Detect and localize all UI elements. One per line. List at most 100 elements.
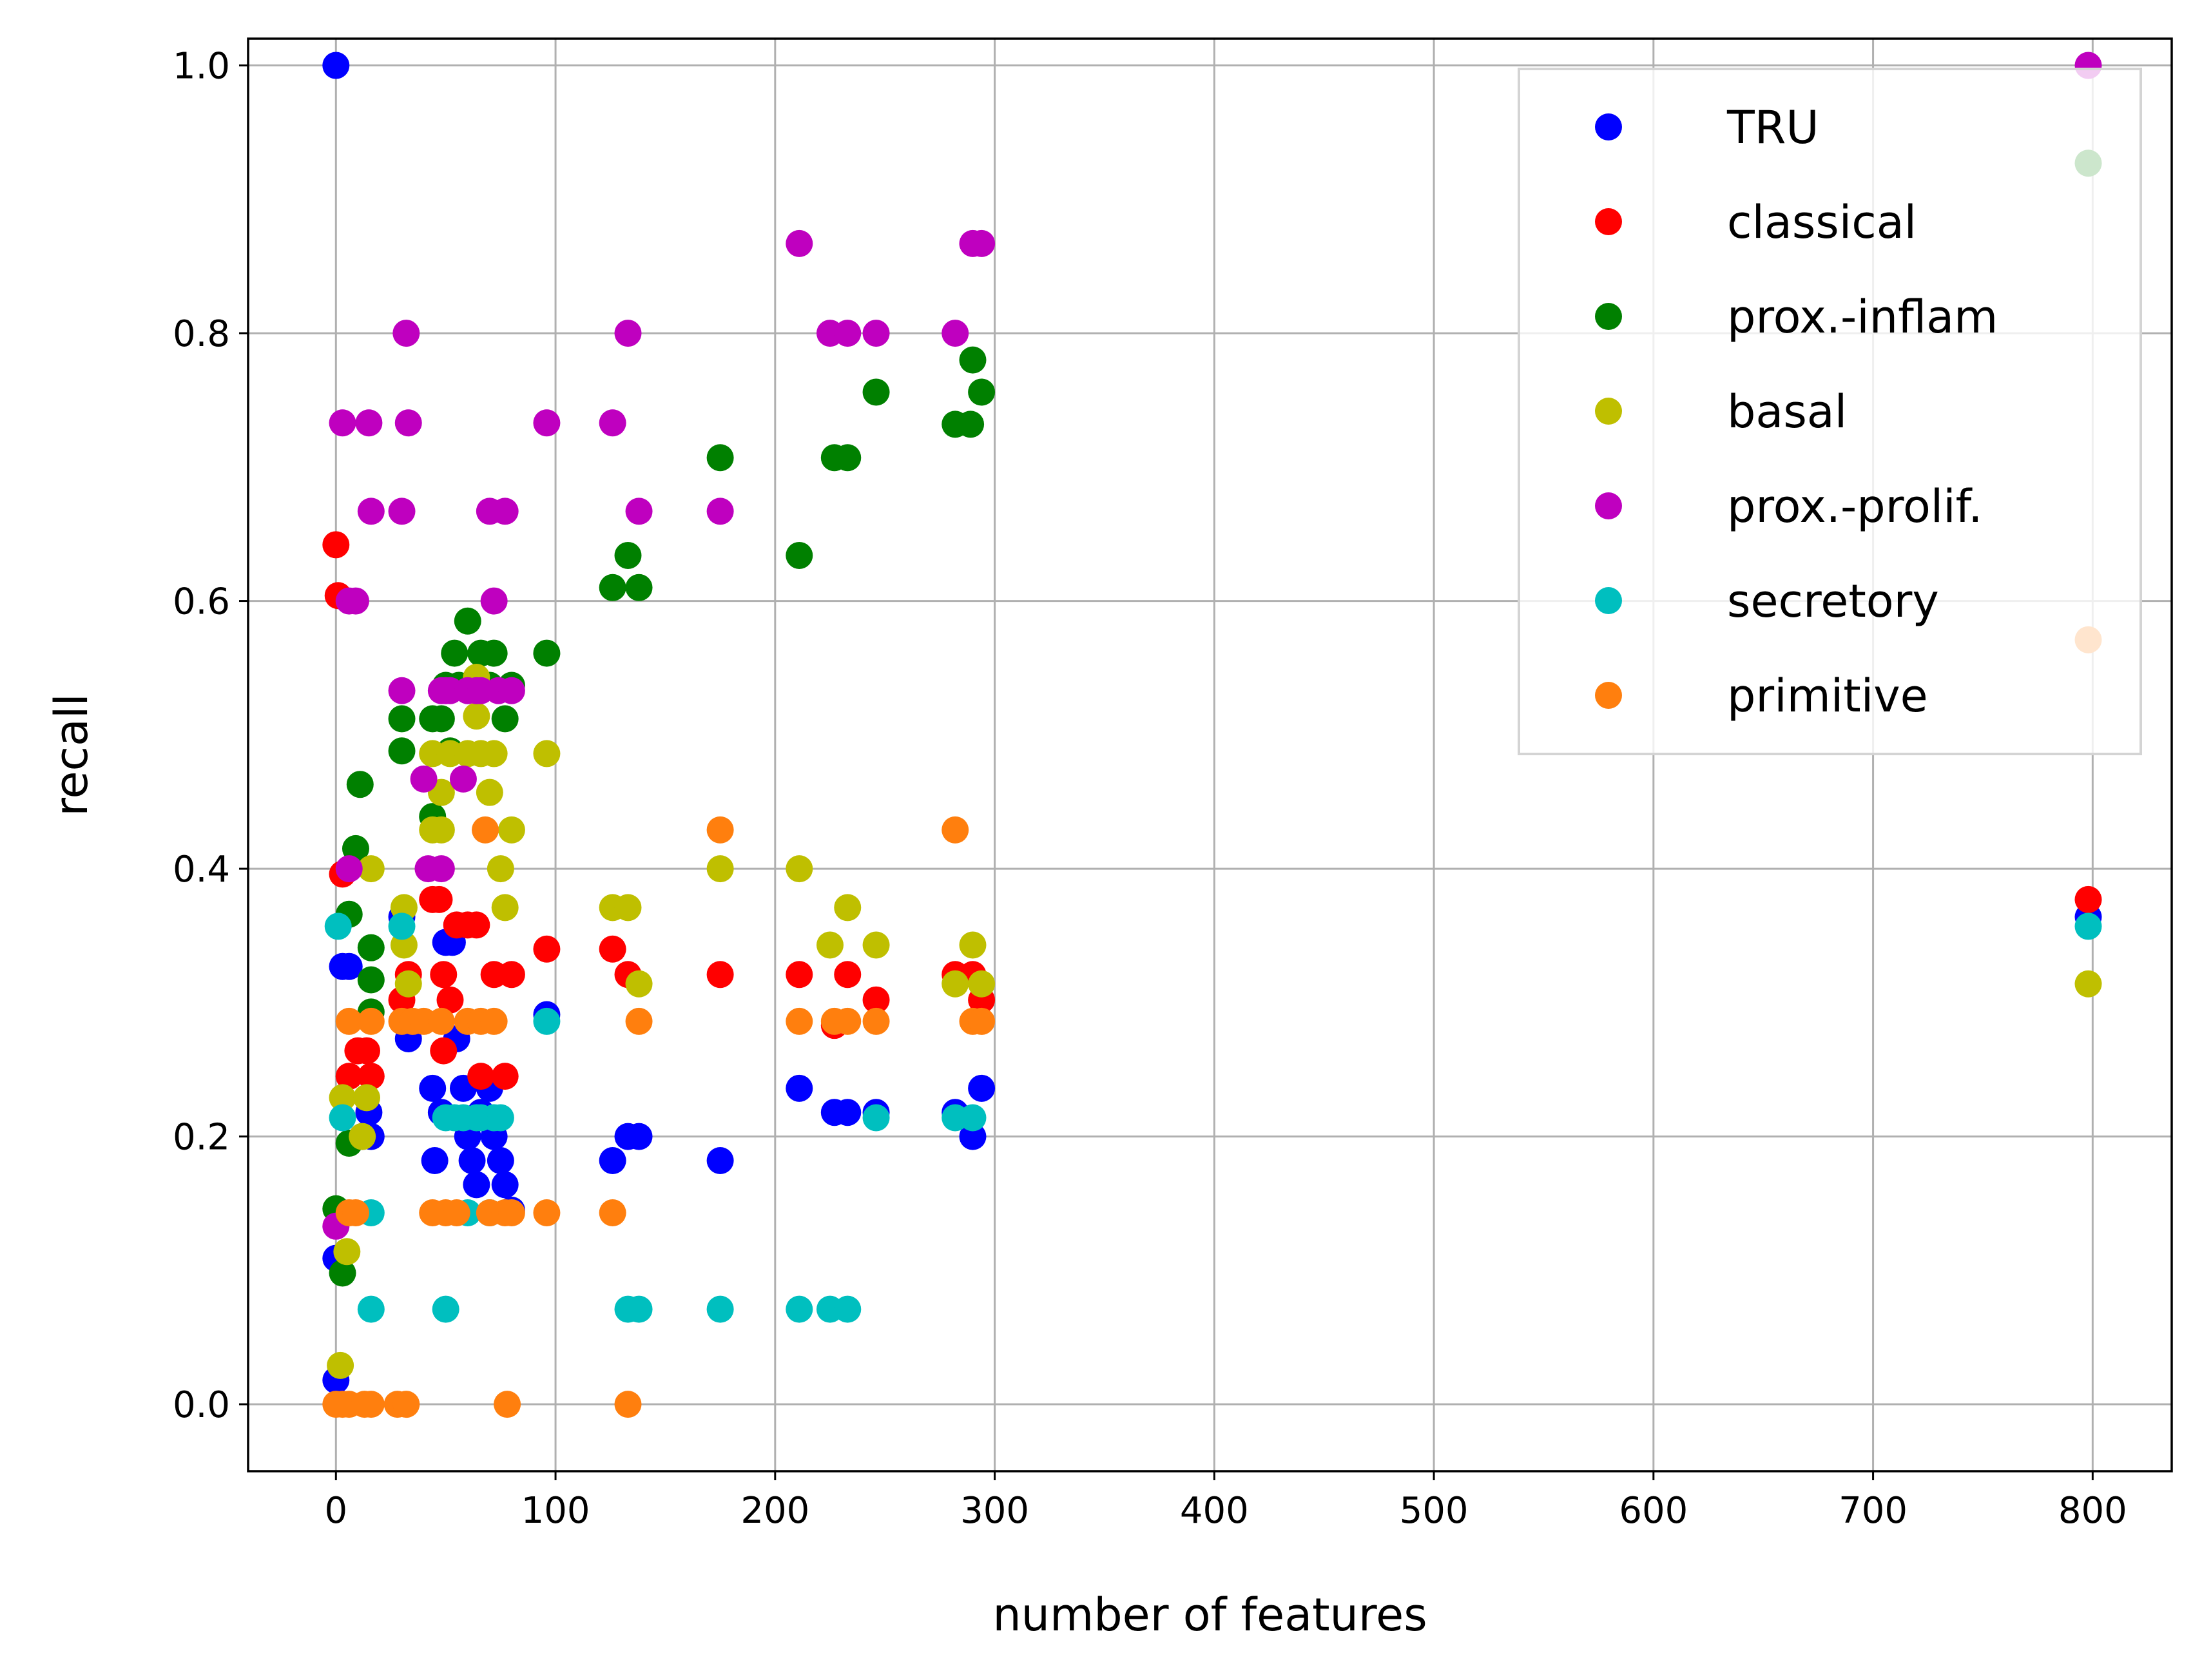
data-point	[357, 497, 385, 525]
data-point	[425, 885, 453, 913]
data-point	[2074, 912, 2102, 940]
data-point	[335, 1063, 363, 1090]
data-point	[463, 702, 490, 730]
legend-marker	[1595, 682, 1622, 709]
data-points	[322, 52, 2102, 1418]
data-point	[463, 1171, 490, 1199]
x-tick-label: 300	[960, 1490, 1029, 1532]
data-point	[476, 778, 503, 806]
data-point	[614, 894, 642, 922]
series-3-points	[327, 664, 2102, 1379]
legend-marker	[1595, 113, 1622, 140]
data-point	[335, 952, 363, 980]
data-point	[706, 961, 734, 989]
data-point	[427, 705, 455, 733]
data-point	[599, 935, 626, 963]
legend-marker	[1595, 492, 1622, 519]
data-point	[968, 1074, 996, 1102]
data-point	[533, 639, 561, 667]
data-point	[786, 229, 813, 257]
data-point	[625, 497, 653, 525]
x-axis-label: number of features	[992, 1588, 1427, 1641]
data-point	[786, 855, 813, 883]
data-point	[430, 961, 458, 989]
y-axis-label: recall	[45, 693, 98, 816]
data-point	[467, 1063, 495, 1090]
data-point	[533, 409, 561, 437]
data-point	[357, 1063, 385, 1090]
data-point	[625, 1123, 653, 1150]
legend-label: basal	[1727, 385, 1847, 438]
data-point	[834, 1295, 862, 1323]
data-point	[862, 378, 890, 406]
legend-entries: TRU classical prox.-inflam basal prox.-proli…	[1595, 101, 1998, 722]
data-point	[355, 409, 383, 437]
y-tick-label: 0.6	[173, 581, 230, 623]
data-point	[388, 737, 416, 765]
data-point	[862, 931, 890, 959]
data-point	[959, 931, 987, 959]
data-point	[342, 587, 369, 615]
data-point	[357, 934, 385, 961]
data-point	[357, 966, 385, 994]
data-point	[357, 1295, 385, 1323]
data-point	[436, 986, 464, 1014]
x-tick-label: 0	[324, 1490, 347, 1532]
data-point	[427, 855, 455, 883]
data-point	[327, 1351, 354, 1379]
x-tick-label: 200	[740, 1490, 809, 1532]
data-point	[786, 1295, 813, 1323]
data-point	[834, 961, 862, 989]
data-point	[706, 1147, 734, 1175]
data-point	[834, 1007, 862, 1035]
data-point	[599, 409, 626, 437]
legend-label: secretory	[1727, 575, 1939, 628]
data-point	[968, 970, 996, 998]
data-point	[706, 855, 734, 883]
y-tick-label: 0.4	[173, 849, 230, 891]
data-point	[786, 1007, 813, 1035]
data-point	[942, 816, 969, 844]
data-point	[942, 970, 969, 998]
data-point	[942, 320, 969, 347]
x-tick-label: 800	[2058, 1490, 2127, 1532]
data-point	[625, 1295, 653, 1323]
data-point	[322, 52, 350, 79]
data-point	[357, 1391, 385, 1418]
data-point	[957, 410, 985, 438]
data-point	[816, 931, 844, 959]
data-point	[322, 531, 350, 559]
x-tick-label: 600	[1619, 1490, 1688, 1532]
data-point	[497, 1199, 525, 1227]
data-point	[421, 1147, 449, 1175]
data-point	[786, 541, 813, 569]
data-point	[491, 705, 519, 733]
data-point	[614, 1391, 642, 1418]
legend: TRU classical prox.-inflam basal prox.-proli…	[1518, 68, 2142, 755]
data-point	[472, 816, 499, 844]
data-point	[394, 970, 422, 998]
data-point	[968, 378, 996, 406]
legend-box	[1518, 68, 2142, 755]
data-point	[329, 409, 356, 437]
data-point	[329, 1104, 356, 1132]
legend-marker	[1595, 398, 1622, 425]
legend-marker	[1595, 208, 1622, 235]
axis-ticks: 0 100 200 300 400 500 600 700 800 0.0 0.2 0.4 0.6 0.8…	[173, 46, 2127, 1532]
data-point	[786, 961, 813, 989]
legend-label: prox.-inflam	[1727, 291, 1998, 343]
data-point	[388, 497, 416, 525]
data-point	[335, 1007, 363, 1035]
data-point	[392, 320, 420, 347]
data-point	[599, 1199, 626, 1227]
data-point	[862, 986, 890, 1014]
data-point	[480, 1007, 508, 1035]
data-point	[463, 911, 490, 939]
data-point	[443, 1199, 470, 1227]
series-5-points	[324, 912, 2102, 1323]
data-point	[487, 1104, 514, 1132]
data-point	[625, 574, 653, 601]
data-point	[329, 1084, 356, 1112]
data-point	[706, 816, 734, 844]
